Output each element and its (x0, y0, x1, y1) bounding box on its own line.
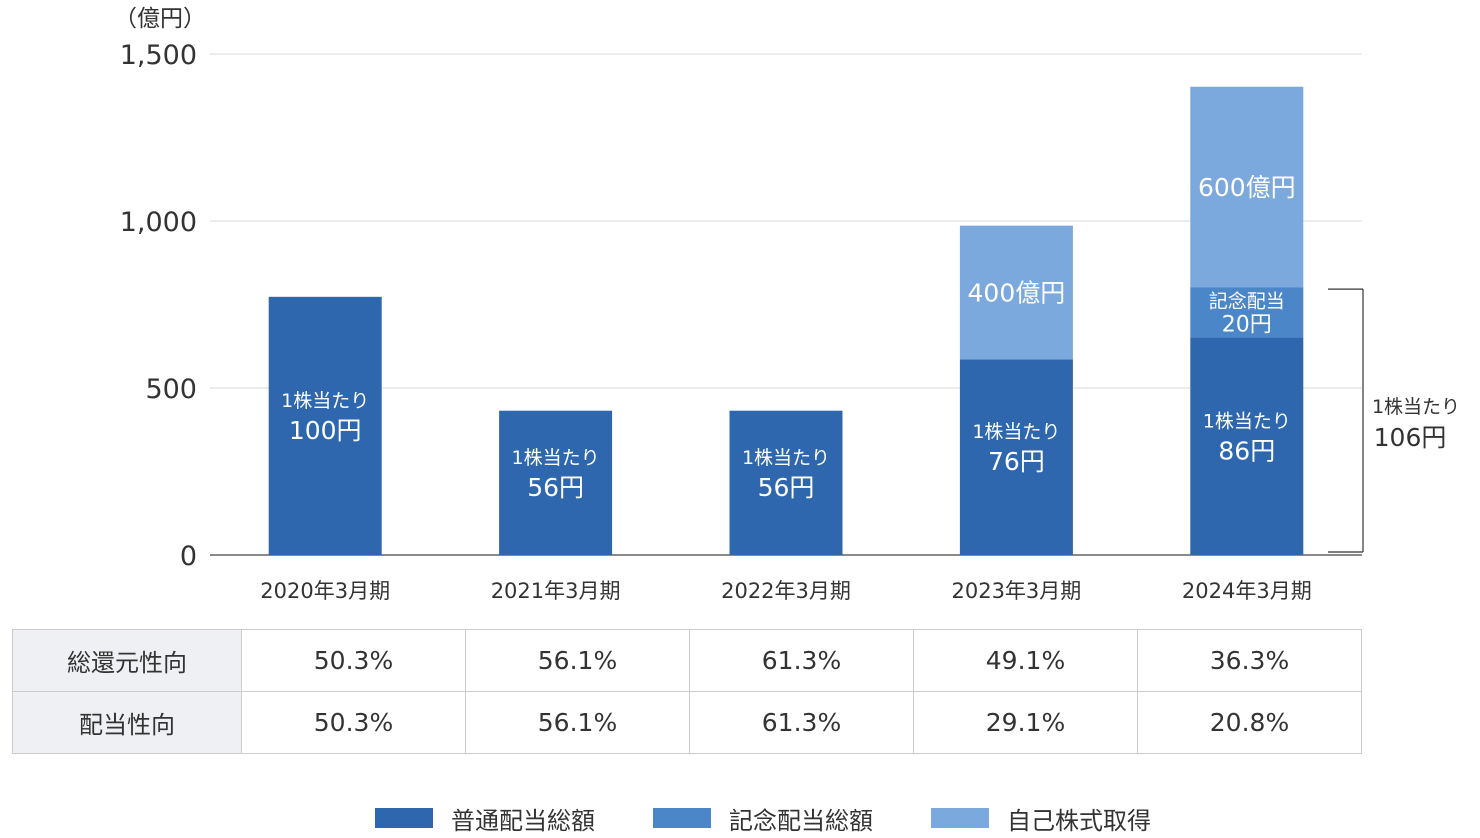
bar-label-share-buyback-line2: 400億円 (968, 278, 1066, 307)
legend-swatch (653, 808, 711, 828)
legend-label: 記念配当総額 (729, 806, 873, 835)
x-tick-label: 2023年3月期 (951, 579, 1081, 603)
bar-segment (499, 410, 613, 555)
payout-ratio-table: 総還元性向 50.3% 56.1% 61.3% 49.1% 36.3% 配当性向… (12, 629, 1362, 754)
bar-label-regular-dividend-line1: 1株当たり (972, 421, 1060, 443)
bracket-annotation: 1株当たり 106円 (1328, 288, 1460, 553)
bar-label-regular-dividend-line1: 1株当たり (512, 447, 600, 469)
x-tick-label: 2022年3月期 (721, 579, 851, 603)
bar-label-regular-dividend-line1: 1株当たり (281, 390, 369, 412)
legend-item-regular-dividend: 普通配当総額 (375, 798, 595, 838)
bar-label-regular-dividend-line2: 86円 (1218, 436, 1275, 465)
table-cell: 61.3% (689, 691, 914, 754)
y-tick-label: 500 (145, 374, 197, 405)
y-axis-unit-label: （億円） (114, 6, 206, 32)
bar-label-regular-dividend-line2: 56円 (758, 473, 815, 502)
table-cell: 20.8% (1137, 691, 1362, 754)
table-cell: 36.3% (1137, 629, 1362, 692)
row-header-dividend-payout-ratio: 配当性向 (12, 691, 242, 754)
table-cell: 50.3% (241, 629, 466, 692)
y-tick-label: 1,000 (120, 207, 197, 238)
table-cell: 49.1% (913, 629, 1138, 692)
table-cell: 29.1% (913, 691, 1138, 754)
y-tick-label: 0 (180, 541, 197, 572)
x-tick-label: 2020年3月期 (260, 579, 390, 603)
x-tick-label: 2024年3月期 (1182, 579, 1312, 603)
bar-label-regular-dividend-line2: 56円 (527, 473, 584, 502)
bar-label-regular-dividend-line2: 100円 (289, 416, 362, 445)
row-header-total-return-ratio: 総還元性向 (12, 629, 242, 692)
x-tick-label: 2021年3月期 (491, 579, 621, 603)
x-tick-labels: 2020年3月期 2021年3月期 2022年3月期 2023年3月期 2024年3月期 (260, 579, 1311, 603)
bar-segment (959, 225, 1073, 360)
bar-segment (729, 410, 843, 555)
bracket-label-line1: 1株当たり (1372, 396, 1460, 418)
bar-segment (1190, 337, 1304, 555)
bar-label-regular-dividend-line2: 76円 (988, 447, 1045, 476)
bracket-label-line2: 106円 (1374, 423, 1447, 452)
bar-label-commemorative-dividend-line1: 記念配当 (1209, 289, 1285, 312)
bar-label-regular-dividend-line1: 1株当たり (742, 447, 830, 469)
bar-segment (1190, 86, 1304, 288)
bar-label-commemorative-dividend-line2: 20円 (1222, 312, 1272, 337)
table-cell: 56.1% (465, 629, 690, 692)
table-row: 総還元性向 50.3% 56.1% 61.3% 49.1% 36.3% (12, 629, 1362, 692)
legend: 普通配当総額 記念配当総額 自己株式取得 (0, 798, 1480, 838)
legend-label: 自己株式取得 (1007, 806, 1151, 835)
bar-segment (268, 296, 382, 555)
table-cell: 56.1% (465, 691, 690, 754)
bars: 1株当たり 100円 1株当たり 56円 1株当たり 56円 1株当たり 76円 400億円 1株… (268, 86, 1304, 555)
bar-label-share-buyback-line2: 600億円 (1198, 173, 1296, 202)
table-cell: 61.3% (689, 629, 914, 692)
bar-label-regular-dividend-line1: 1株当たり (1203, 410, 1291, 432)
legend-item-commemorative-dividend: 記念配当総額 (653, 798, 873, 838)
y-tick-label: 1,500 (120, 40, 197, 71)
bar-segment (959, 359, 1073, 555)
y-tick-labels: 0 500 1,000 1,500 (120, 40, 197, 572)
table-row: 配当性向 50.3% 56.1% 61.3% 29.1% 20.8% (12, 691, 1362, 754)
legend-swatch (931, 808, 989, 828)
legend-swatch (375, 808, 433, 828)
table-cell: 50.3% (241, 691, 466, 754)
legend-item-share-buyback: 自己株式取得 (931, 798, 1151, 838)
legend-label: 普通配当総額 (451, 806, 595, 835)
bar-segment (1190, 287, 1304, 338)
